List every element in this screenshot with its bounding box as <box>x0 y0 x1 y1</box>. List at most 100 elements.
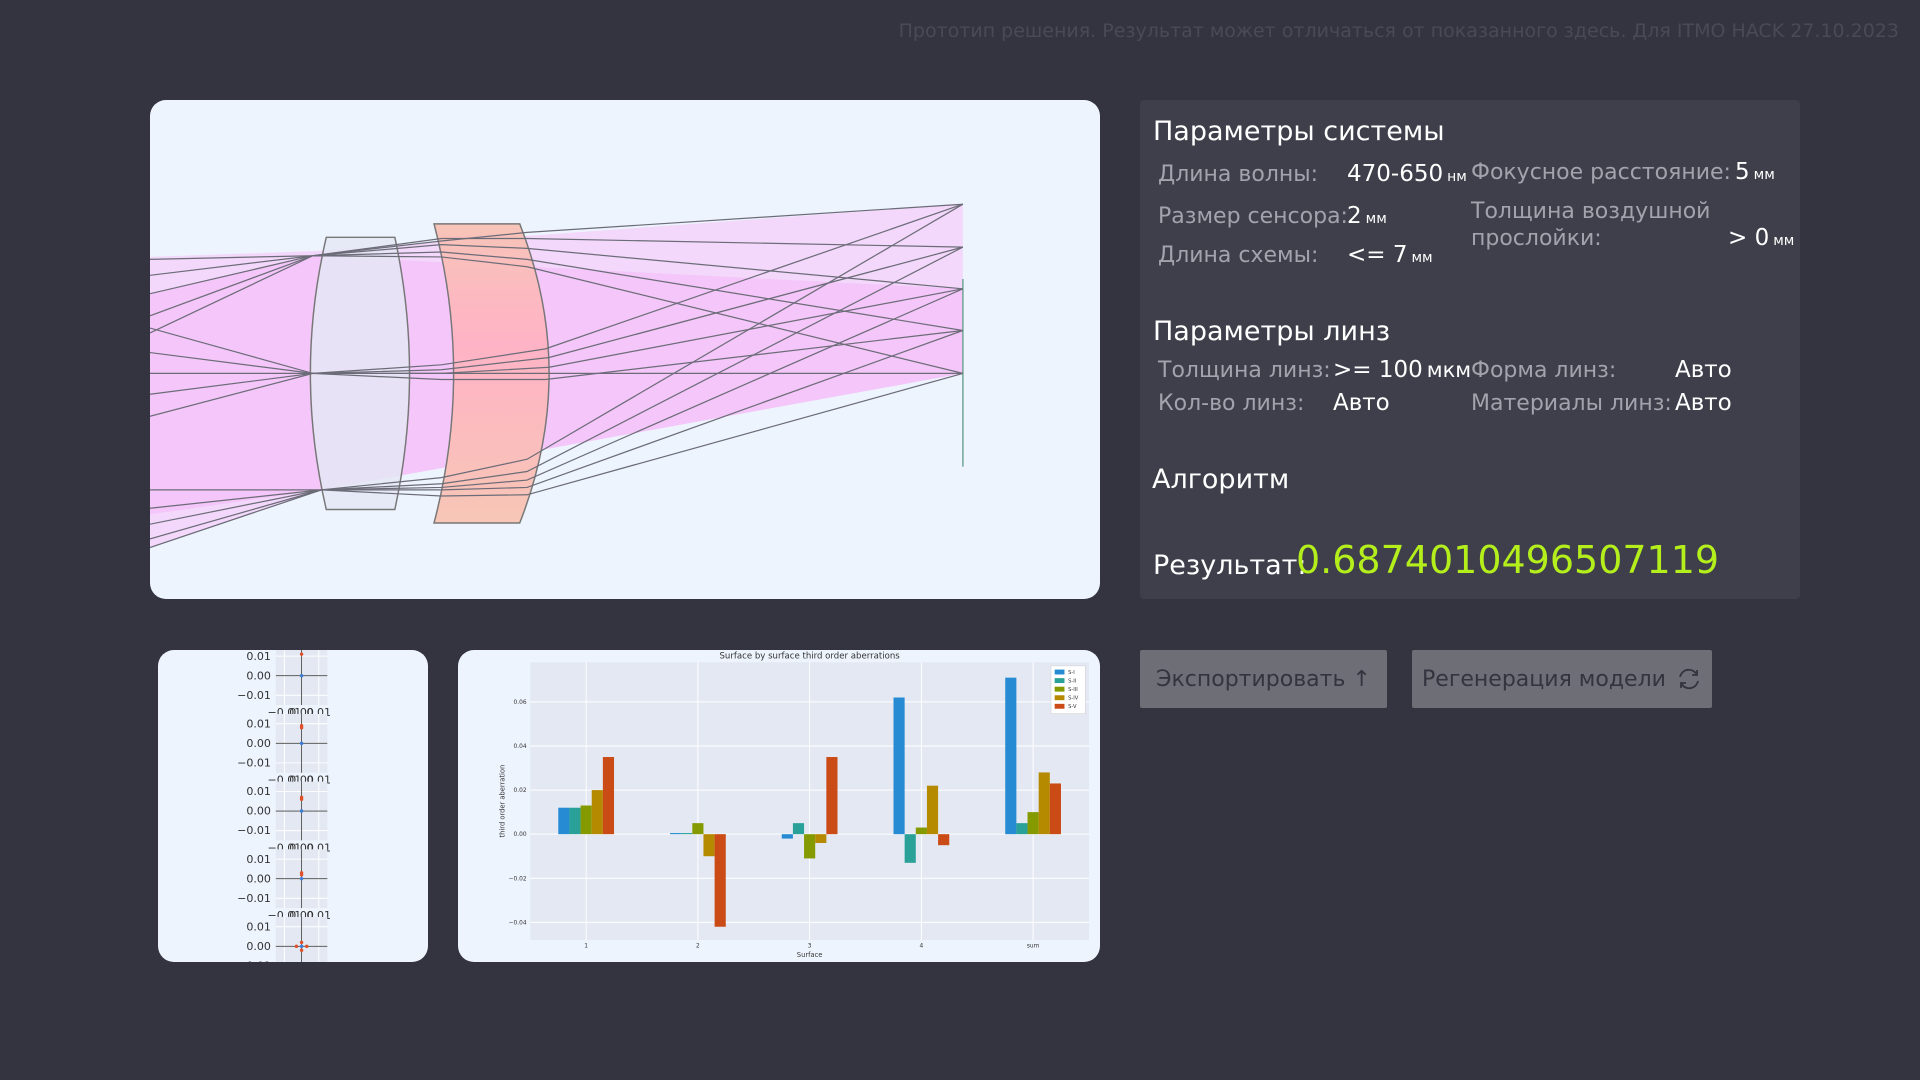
bar <box>681 833 693 835</box>
param-value: 470-650 нм <box>1347 161 1467 187</box>
param-value: Авто <box>1333 390 1390 416</box>
spot-diagram: 0.01 0.00 −0.01 −0.01 0.00 0.01 0.01 0.00 −0.01 −… <box>237 650 331 962</box>
unit: мм <box>1753 167 1775 183</box>
x-tick-label: 3 <box>808 943 812 949</box>
legend-swatch <box>1054 703 1065 709</box>
spot-point <box>299 940 304 945</box>
bar <box>591 790 603 835</box>
bar <box>692 823 704 835</box>
unit: мм <box>1365 211 1387 227</box>
value: 470-650 <box>1347 161 1444 187</box>
y-tick-label: 0.00 <box>246 669 271 682</box>
refresh-icon <box>1679 668 1699 690</box>
param-label: Толщина линз: <box>1158 358 1331 383</box>
spot-point <box>299 797 304 801</box>
button-label: Экспортировать ↑ <box>1156 666 1371 692</box>
unit: мм <box>1411 250 1433 266</box>
spot-point <box>299 673 304 678</box>
result-label: Результат: <box>1153 550 1307 581</box>
section-title: Параметры системы <box>1153 116 1445 147</box>
spot-point <box>299 809 304 813</box>
value: 2 <box>1347 203 1362 229</box>
lens-diagram <box>150 203 964 549</box>
spot-point <box>299 948 304 952</box>
lens-diagram-card <box>150 100 1100 599</box>
spot-point <box>305 944 309 949</box>
bar <box>1005 677 1017 835</box>
y-tick-label: 0.00 <box>514 832 527 838</box>
y-tick-label: −0.01 <box>237 960 271 962</box>
section-title: Параметры линз <box>1153 316 1391 347</box>
y-tick-label: 0.04 <box>514 744 527 750</box>
bar <box>915 827 927 835</box>
legend-swatch <box>1054 695 1065 701</box>
y-tick-label: 0.01 <box>246 785 271 798</box>
x-tick-label: 4 <box>919 943 923 949</box>
legend-label: S-I <box>1068 670 1075 676</box>
bar <box>1038 772 1050 835</box>
value: <= 7 <box>1347 242 1408 268</box>
y-tick-label: 0.00 <box>246 872 271 885</box>
rays <box>150 203 964 549</box>
bar <box>602 757 615 835</box>
button-label: Регенерация модели <box>1422 666 1666 692</box>
value: > 0 <box>1728 225 1770 251</box>
y-tick-label: 0.06 <box>514 700 527 706</box>
x-axis-label: Surface <box>797 951 823 959</box>
section-title: Алгоритм <box>1152 464 1290 495</box>
bar <box>1049 783 1061 835</box>
x-tick-label: sum <box>1027 943 1040 949</box>
y-tick-label: −0.01 <box>237 689 271 702</box>
legend-label: S-II <box>1068 679 1077 685</box>
y-tick-label: 0.00 <box>246 737 271 750</box>
y-tick-label: 0.01 <box>246 650 271 663</box>
legend-label: S-V <box>1068 704 1077 710</box>
export-button[interactable]: Экспортировать ↑ <box>1140 650 1387 708</box>
param-label: Фокусное расстояние: <box>1471 160 1731 185</box>
result-value: 0.6874010496507119 <box>1296 538 1720 582</box>
bar <box>714 834 726 927</box>
legend-swatch <box>1054 678 1065 684</box>
bar <box>804 834 816 859</box>
param-value: 5 мм <box>1735 159 1775 185</box>
x-tick-label: 2 <box>696 943 700 949</box>
y-tick-label: −0.01 <box>237 892 271 905</box>
legend-swatch <box>1054 686 1065 692</box>
param-label: Кол-во линз: <box>1158 391 1305 416</box>
unit: нм <box>1447 169 1467 185</box>
param-label: Толщина воздушной прослойки: <box>1471 199 1711 251</box>
y-tick-label: −0.01 <box>237 824 271 837</box>
value: >= 100 <box>1333 357 1423 383</box>
spot-card: 0.01 0.00 −0.01 −0.01 0.00 0.01 0.01 0.00 −0.01 −… <box>158 650 428 962</box>
regenerate-button[interactable]: Регенерация модели <box>1412 650 1712 708</box>
bar <box>926 785 939 835</box>
spot-point <box>299 944 304 949</box>
spot-point <box>294 944 299 949</box>
bar <box>670 833 682 835</box>
bar <box>703 834 715 857</box>
spot-point <box>299 876 304 881</box>
bars-card: Surface by surface third order aberratio… <box>458 650 1100 962</box>
bar <box>781 834 793 839</box>
param-value: <= 7 мм <box>1347 242 1433 268</box>
bar <box>893 697 905 835</box>
bar <box>558 807 570 835</box>
param-value: >= 100 мкм <box>1333 357 1471 383</box>
param-label: Форма линз: <box>1471 358 1617 383</box>
unit: мм <box>1773 233 1795 249</box>
bar <box>904 834 916 863</box>
param-label: Длина волны: <box>1158 162 1319 187</box>
spot-point <box>299 741 304 746</box>
value: 5 <box>1735 159 1750 185</box>
aberration-chart: Surface by surface third order aberratio… <box>499 652 1089 959</box>
y-tick-label: −0.01 <box>237 757 271 770</box>
y-tick-label: 0.02 <box>514 788 527 794</box>
param-value: Авто <box>1675 390 1732 416</box>
y-tick-label: −0.02 <box>509 876 527 882</box>
legend-label: S-IV <box>1068 696 1079 702</box>
param-label: Длина схемы: <box>1158 243 1319 268</box>
x-tick-label: 1 <box>584 943 588 949</box>
bar <box>580 805 592 835</box>
unit: мкм <box>1426 358 1472 382</box>
